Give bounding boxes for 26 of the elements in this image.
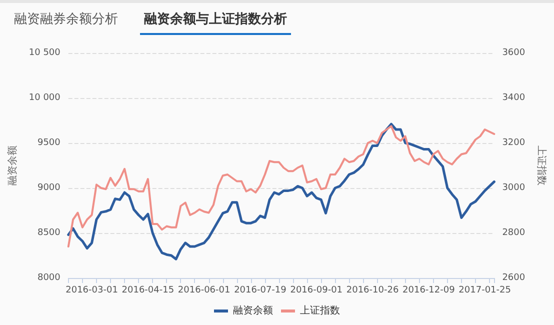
y-tick-label: 10 000 bbox=[28, 93, 61, 103]
x-tick-label: 2016-10-26 bbox=[346, 286, 399, 296]
y-tick-label: 9500 bbox=[37, 138, 61, 148]
text: 融资融券余额分析 bbox=[13, 11, 119, 29]
y-tick-label: 9000 bbox=[37, 183, 61, 193]
x-tick-label: 2016-04-15 bbox=[122, 286, 174, 296]
y-tick-label: 8500 bbox=[37, 228, 61, 238]
x-tick-label: 2017-01-25 bbox=[458, 286, 511, 296]
y2-tick-label: 3000 bbox=[502, 183, 526, 193]
x-tick-label: 2016-07-19 bbox=[234, 286, 287, 296]
y2-tick-label: 2800 bbox=[502, 228, 526, 238]
y2-tick-label: 3600 bbox=[502, 48, 526, 58]
y2-tick-label: 3400 bbox=[502, 93, 526, 103]
x-tick-label: 2016-12-09 bbox=[402, 286, 456, 296]
x-tick-label: 2016-06-01 bbox=[178, 286, 230, 296]
y2-axis-title: 上证指数 bbox=[536, 146, 548, 186]
x-tick-label: 2016-03-01 bbox=[66, 286, 118, 296]
y2-tick-label: 3200 bbox=[502, 138, 526, 148]
text: 融资余额与上证指数分析 bbox=[140, 9, 291, 35]
y2-tick-label: 2600 bbox=[502, 273, 526, 283]
y-axis-title: 融资余额 bbox=[6, 146, 18, 186]
legend-label: 融资余额 bbox=[233, 304, 273, 316]
legend-label: 上证指数 bbox=[300, 304, 340, 316]
y-tick-label: 10 500 bbox=[28, 48, 61, 58]
y-tick-label: 8000 bbox=[37, 273, 61, 283]
x-tick-label: 2016-09-01 bbox=[290, 286, 343, 296]
